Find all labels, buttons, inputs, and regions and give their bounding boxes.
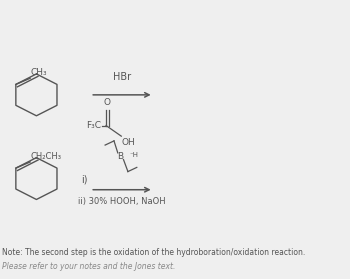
Text: OH: OH: [122, 138, 136, 146]
Text: i): i): [81, 175, 88, 185]
Text: Please refer to your notes and the Jones text.: Please refer to your notes and the Jones…: [2, 262, 175, 271]
Text: F₃C: F₃C: [86, 121, 102, 130]
Text: Note: The second step is the oxidation of the hydroboration/oxidation reaction.: Note: The second step is the oxidation o…: [2, 248, 305, 257]
Text: B: B: [117, 152, 124, 161]
Text: O: O: [104, 98, 111, 107]
Text: ⁻H: ⁻H: [129, 152, 138, 158]
Text: ii) 30% HOOH, NaOH: ii) 30% HOOH, NaOH: [78, 197, 166, 206]
Text: CH₃: CH₃: [31, 68, 47, 77]
Text: CH₂CH₃: CH₂CH₃: [31, 152, 62, 161]
Text: HBr: HBr: [113, 72, 131, 82]
